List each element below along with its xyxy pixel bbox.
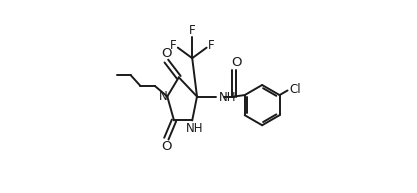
- Text: Cl: Cl: [290, 83, 301, 96]
- Text: N: N: [159, 90, 168, 103]
- Text: F: F: [208, 39, 214, 52]
- Text: F: F: [170, 39, 177, 52]
- Text: O: O: [161, 47, 172, 60]
- Text: O: O: [231, 57, 241, 69]
- Text: F: F: [189, 25, 196, 37]
- Text: NH: NH: [186, 122, 203, 135]
- Text: NH: NH: [219, 91, 236, 104]
- Text: O: O: [161, 140, 172, 153]
